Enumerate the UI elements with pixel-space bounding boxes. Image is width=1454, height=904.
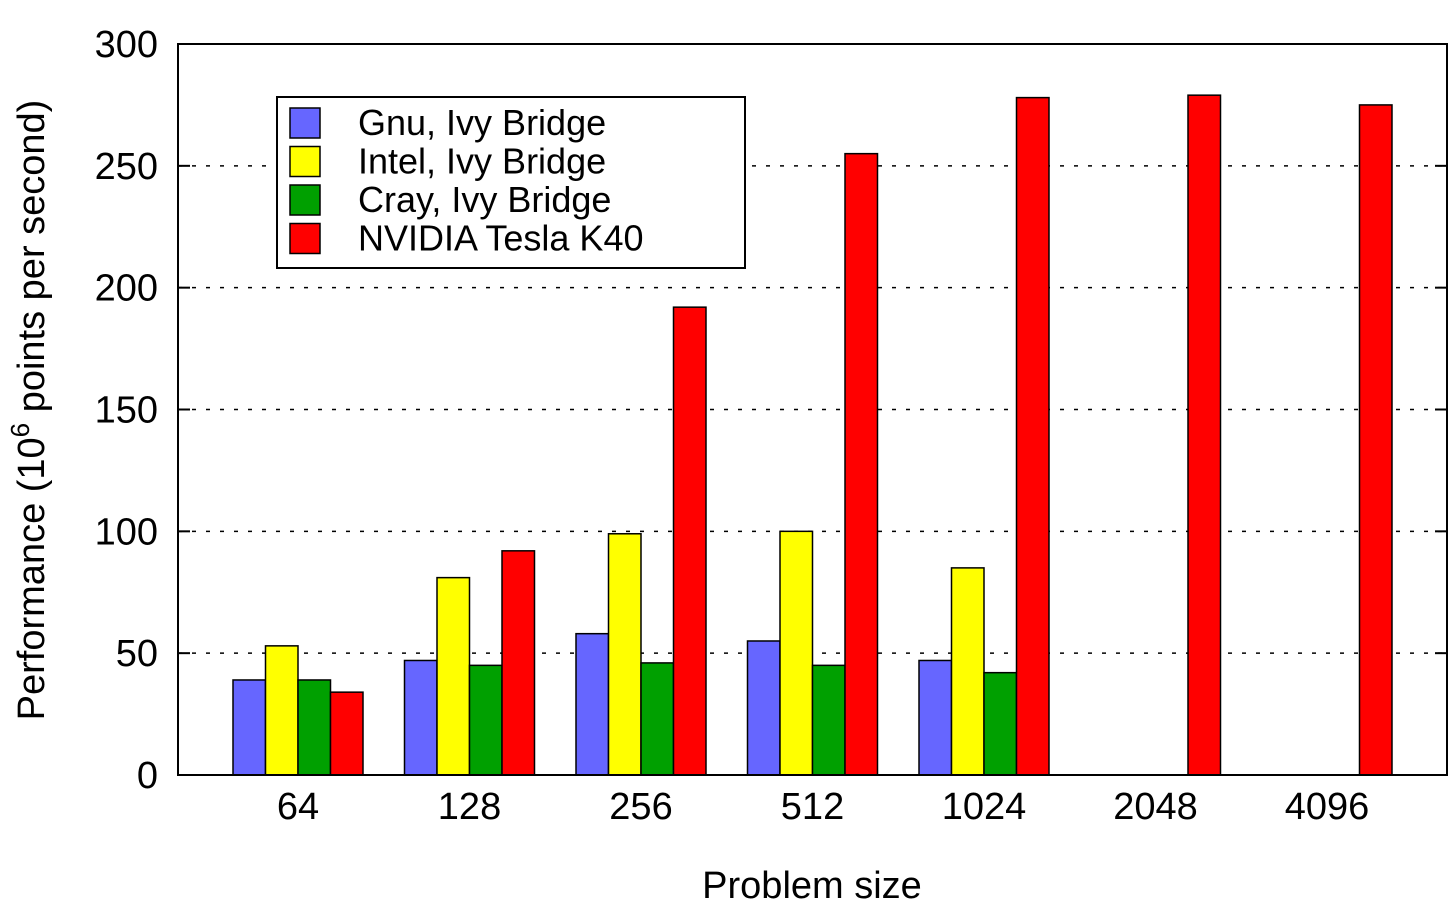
bar-intel-ivy-bridge-64 <box>264 645 299 776</box>
bar-gnu-ivy-bridge-128 <box>403 659 438 776</box>
y-tick-label: 200 <box>95 268 158 310</box>
legend-swatch <box>289 222 321 255</box>
bar-nvidia-tesla-k40-4096 <box>1358 104 1393 776</box>
legend-label: Cray, Ivy Bridge <box>358 179 611 220</box>
bars <box>232 94 1393 776</box>
legend-swatch <box>289 184 321 216</box>
axis-ticks: 0 50 100 150 200 250 300 64 128 256 512 1024 2048 409… <box>95 24 1447 828</box>
bar-cray-ivy-bridge-64 <box>297 679 332 776</box>
bar-nvidia-tesla-k40-2048 <box>1187 94 1222 776</box>
bar-gnu-ivy-bridge-256 <box>575 632 610 776</box>
bar-gnu-ivy-bridge-1024 <box>918 659 953 776</box>
bar-gnu-ivy-bridge-64 <box>232 679 267 776</box>
bar-nvidia-tesla-k40-512 <box>844 152 879 776</box>
y-tick-label: 300 <box>95 24 158 66</box>
bar-nvidia-tesla-k40-256 <box>672 306 707 776</box>
bar-intel-ivy-bridge-128 <box>436 576 471 776</box>
y-tick-label: 50 <box>116 633 158 675</box>
legend-swatch <box>289 107 321 139</box>
bar-cray-ivy-bridge-1024 <box>983 671 1018 776</box>
x-tick-label: 256 <box>609 786 672 828</box>
x-tick-label: 128 <box>438 786 501 828</box>
bar-cray-ivy-bridge-512 <box>811 664 846 776</box>
bar-cray-ivy-bridge-256 <box>640 662 675 776</box>
bar-cray-ivy-bridge-128 <box>468 664 503 776</box>
x-tick-label: 1024 <box>942 786 1027 828</box>
legend-box <box>276 96 746 269</box>
y-axis-label: Performance (106 points per second) <box>5 100 53 721</box>
x-axis-label: Problem size <box>702 865 922 904</box>
bar-intel-ivy-bridge-512 <box>779 530 814 776</box>
x-tick-label: 4096 <box>1285 786 1370 828</box>
y-tick-label: 250 <box>95 146 158 188</box>
legend-label: Gnu, Ivy Bridge <box>358 102 606 143</box>
x-tick-label: 64 <box>277 786 319 828</box>
bar-gnu-ivy-bridge-512 <box>746 640 781 776</box>
legend-label: Intel, Ivy Bridge <box>358 141 606 182</box>
legend-label: NVIDIA Tesla K40 <box>358 218 644 259</box>
y-tick-label: 100 <box>95 511 158 553</box>
bar-nvidia-tesla-k40-1024 <box>1015 96 1050 776</box>
bar-intel-ivy-bridge-1024 <box>950 567 985 776</box>
bar-nvidia-tesla-k40-64 <box>329 691 364 776</box>
legend-swatch <box>289 145 321 178</box>
bar-nvidia-tesla-k40-128 <box>501 550 536 776</box>
y-tick-label: 150 <box>95 390 158 432</box>
bar-intel-ivy-bridge-256 <box>607 533 642 776</box>
y-tick-label: 0 <box>137 755 158 797</box>
x-tick-label: 512 <box>781 786 844 828</box>
x-tick-label: 2048 <box>1113 786 1198 828</box>
